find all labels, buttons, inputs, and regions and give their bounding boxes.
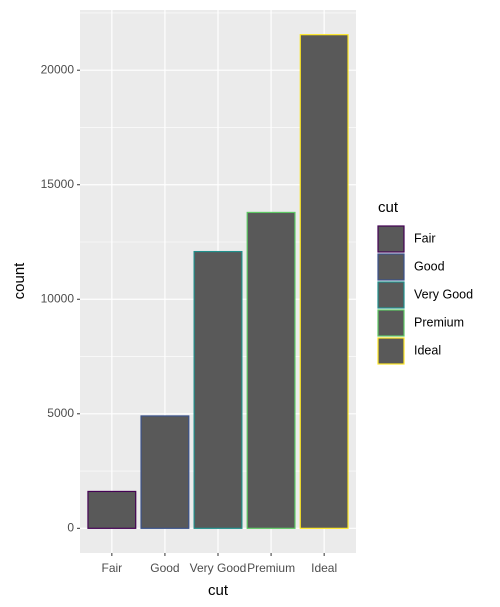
legend-key [377,337,405,365]
bar [87,490,137,529]
bar [299,34,349,529]
x-tick-label: Very Good [190,561,247,575]
y-axis-label: count [11,262,28,300]
y-tick-label: 20000 [41,62,75,76]
x-tick-label: Ideal [311,561,337,575]
x-tick-label: Premium [247,561,295,575]
bar [246,211,296,529]
legend-label: Good [414,259,445,273]
x-axis-label: cut [208,582,229,599]
x-tick-label: Good [150,561,179,575]
legend-key [377,225,405,253]
y-tick-label: 15000 [41,177,75,191]
y-tick-label: 10000 [41,291,75,305]
bar [193,250,243,529]
legend-label: Premium [414,315,464,329]
x-tick-label: Fair [102,561,123,575]
y-tick-label: 5000 [47,406,74,420]
y-tick-label: 0 [67,520,74,534]
legend-label: Fair [414,231,436,245]
legend-label: Ideal [414,343,441,357]
legend-title: cut [378,199,399,216]
legend-key [377,281,405,309]
legend-key [377,309,405,337]
bar [140,415,190,529]
legend-label: Very Good [414,287,473,301]
legend-key [377,253,405,281]
